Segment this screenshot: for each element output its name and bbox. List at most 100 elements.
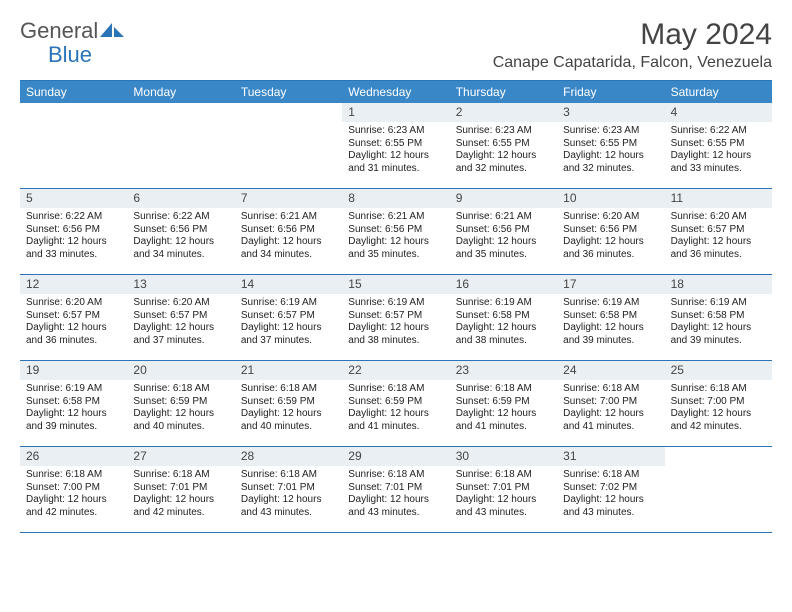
calendar-cell: 23Sunrise: 6:18 AMSunset: 6:59 PMDayligh… [450,361,557,447]
day-body: Sunrise: 6:18 AMSunset: 7:01 PMDaylight:… [450,466,557,523]
sunrise-line: Sunrise: 6:20 AM [26,297,121,310]
day-number: 14 [235,275,342,294]
daylight-line: Daylight: 12 hours and 41 minutes. [348,408,443,433]
sunrise-line: Sunrise: 6:18 AM [563,469,658,482]
calendar-cell: 26Sunrise: 6:18 AMSunset: 7:00 PMDayligh… [20,447,127,533]
day-number: 24 [557,361,664,380]
day-number: 12 [20,275,127,294]
brand-part1: General [20,18,98,44]
sunset-line: Sunset: 6:56 PM [133,224,228,237]
daylight-line: Daylight: 12 hours and 36 minutes. [563,236,658,261]
sunset-line: Sunset: 6:58 PM [671,310,766,323]
calendar-cell: 8Sunrise: 6:21 AMSunset: 6:56 PMDaylight… [342,189,449,275]
daylight-line: Daylight: 12 hours and 40 minutes. [133,408,228,433]
daylight-line: Daylight: 12 hours and 43 minutes. [563,494,658,519]
day-number: 3 [557,103,664,122]
sunrise-line: Sunrise: 6:18 AM [563,383,658,396]
sunset-line: Sunset: 6:59 PM [241,396,336,409]
sunrise-line: Sunrise: 6:18 AM [241,469,336,482]
sunset-line: Sunset: 6:57 PM [348,310,443,323]
day-number: 25 [665,361,772,380]
day-number: 19 [20,361,127,380]
sunset-line: Sunset: 7:01 PM [456,482,551,495]
brand-part2: Blue [48,42,92,67]
calendar-cell: 29Sunrise: 6:18 AMSunset: 7:01 PMDayligh… [342,447,449,533]
sunrise-line: Sunrise: 6:23 AM [348,125,443,138]
daylight-line: Daylight: 12 hours and 35 minutes. [348,236,443,261]
day-number: 30 [450,447,557,466]
calendar-cell: 13Sunrise: 6:20 AMSunset: 6:57 PMDayligh… [127,275,234,361]
day-body: Sunrise: 6:22 AMSunset: 6:55 PMDaylight:… [665,122,772,179]
day-number: 8 [342,189,449,208]
sunrise-line: Sunrise: 6:19 AM [26,383,121,396]
sunset-line: Sunset: 7:01 PM [133,482,228,495]
sunrise-line: Sunrise: 6:22 AM [133,211,228,224]
sunset-line: Sunset: 6:57 PM [241,310,336,323]
day-body: Sunrise: 6:18 AMSunset: 7:01 PMDaylight:… [342,466,449,523]
sunset-line: Sunset: 6:55 PM [563,138,658,151]
day-number: 27 [127,447,234,466]
day-body: Sunrise: 6:18 AMSunset: 7:01 PMDaylight:… [235,466,342,523]
calendar-cell: 11Sunrise: 6:20 AMSunset: 6:57 PMDayligh… [665,189,772,275]
day-number: 9 [450,189,557,208]
daylight-line: Daylight: 12 hours and 39 minutes. [26,408,121,433]
daylight-line: Daylight: 12 hours and 41 minutes. [456,408,551,433]
daylight-line: Daylight: 12 hours and 41 minutes. [563,408,658,433]
day-body: Sunrise: 6:21 AMSunset: 6:56 PMDaylight:… [450,208,557,265]
day-body: Sunrise: 6:23 AMSunset: 6:55 PMDaylight:… [450,122,557,179]
sunset-line: Sunset: 7:00 PM [671,396,766,409]
day-number: 23 [450,361,557,380]
day-body: Sunrise: 6:19 AMSunset: 6:57 PMDaylight:… [235,294,342,351]
calendar-cell: 18Sunrise: 6:19 AMSunset: 6:58 PMDayligh… [665,275,772,361]
day-number: 7 [235,189,342,208]
sunset-line: Sunset: 7:00 PM [26,482,121,495]
day-number: 26 [20,447,127,466]
sunrise-line: Sunrise: 6:19 AM [241,297,336,310]
weekday-header: Sunday [20,81,127,103]
sunrise-line: Sunrise: 6:19 AM [456,297,551,310]
day-number: 16 [450,275,557,294]
day-body: Sunrise: 6:18 AMSunset: 6:59 PMDaylight:… [127,380,234,437]
daylight-line: Daylight: 12 hours and 40 minutes. [241,408,336,433]
daylight-line: Daylight: 12 hours and 43 minutes. [241,494,336,519]
day-number: 20 [127,361,234,380]
daylight-line: Daylight: 12 hours and 37 minutes. [241,322,336,347]
daylight-line: Daylight: 12 hours and 37 minutes. [133,322,228,347]
sunset-line: Sunset: 6:55 PM [456,138,551,151]
day-body: Sunrise: 6:20 AMSunset: 6:57 PMDaylight:… [20,294,127,351]
weekday-header: Thursday [450,81,557,103]
day-body: Sunrise: 6:21 AMSunset: 6:56 PMDaylight:… [235,208,342,265]
calendar-cell: 31Sunrise: 6:18 AMSunset: 7:02 PMDayligh… [557,447,664,533]
sunset-line: Sunset: 6:58 PM [26,396,121,409]
calendar-cell-empty [665,447,772,533]
weekday-header: Monday [127,81,234,103]
daylight-line: Daylight: 12 hours and 33 minutes. [671,150,766,175]
day-number: 31 [557,447,664,466]
daylight-line: Daylight: 12 hours and 33 minutes. [26,236,121,261]
day-body: Sunrise: 6:20 AMSunset: 6:57 PMDaylight:… [127,294,234,351]
day-number: 17 [557,275,664,294]
daylight-line: Daylight: 12 hours and 39 minutes. [563,322,658,347]
sunset-line: Sunset: 6:56 PM [348,224,443,237]
weekday-header: Saturday [665,81,772,103]
brand-logo: General [20,18,128,44]
sunrise-line: Sunrise: 6:18 AM [456,469,551,482]
daylight-line: Daylight: 12 hours and 42 minutes. [671,408,766,433]
daylight-line: Daylight: 12 hours and 31 minutes. [348,150,443,175]
sunset-line: Sunset: 7:01 PM [348,482,443,495]
daylight-line: Daylight: 12 hours and 34 minutes. [241,236,336,261]
calendar-cell: 24Sunrise: 6:18 AMSunset: 7:00 PMDayligh… [557,361,664,447]
sunrise-line: Sunrise: 6:18 AM [348,469,443,482]
day-body: Sunrise: 6:20 AMSunset: 6:56 PMDaylight:… [557,208,664,265]
calendar-cell: 5Sunrise: 6:22 AMSunset: 6:56 PMDaylight… [20,189,127,275]
day-body: Sunrise: 6:18 AMSunset: 6:59 PMDaylight:… [450,380,557,437]
sunset-line: Sunset: 6:59 PM [133,396,228,409]
weekday-header: Wednesday [342,81,449,103]
sunrise-line: Sunrise: 6:22 AM [671,125,766,138]
day-number: 18 [665,275,772,294]
calendar-cell-empty [235,103,342,189]
day-number: 29 [342,447,449,466]
daylight-line: Daylight: 12 hours and 42 minutes. [133,494,228,519]
daylight-line: Daylight: 12 hours and 34 minutes. [133,236,228,261]
daylight-line: Daylight: 12 hours and 36 minutes. [671,236,766,261]
